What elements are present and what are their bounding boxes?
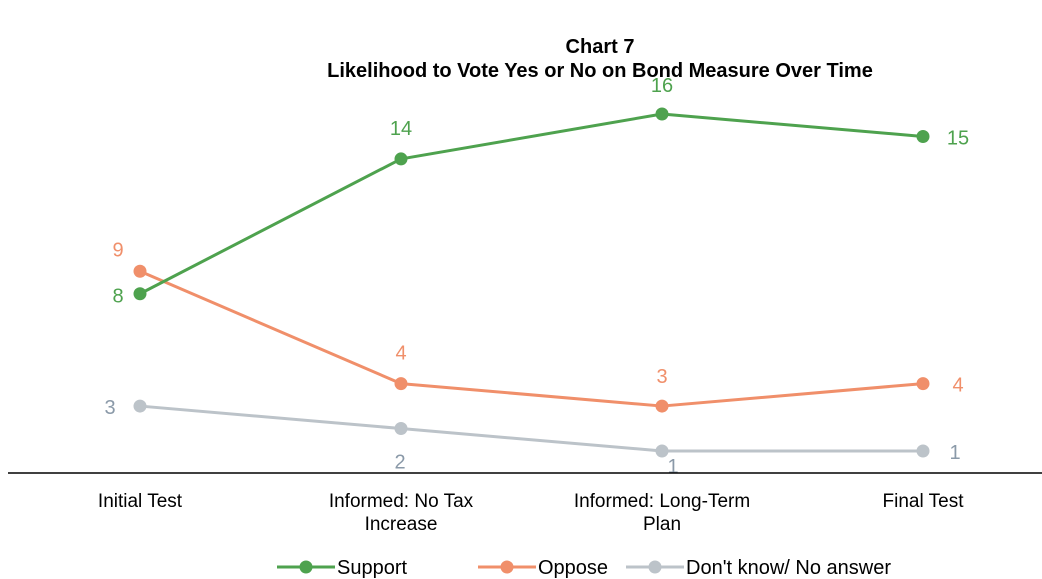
legend: Support Oppose Don't know/ No answer bbox=[277, 557, 891, 579]
chart-title-line-2: Likelihood to Vote Yes or No on Bond Mea… bbox=[327, 60, 873, 82]
series-oppose: 9 4 3 4 bbox=[112, 239, 964, 413]
data-label-don-t-know-no-answer: 1 bbox=[667, 456, 678, 478]
x-tick-label: Informed: Long-Term Plan bbox=[574, 491, 750, 535]
data-label-support: 16 bbox=[651, 75, 673, 97]
data-label-don-t-know-no-answer: 1 bbox=[949, 442, 960, 464]
data-label-support: 15 bbox=[947, 127, 969, 149]
series-support: 8 14 16 15 bbox=[112, 75, 969, 308]
data-point-support bbox=[655, 107, 669, 121]
data-label-support: 14 bbox=[390, 118, 412, 140]
data-point-oppose bbox=[133, 264, 147, 278]
series-line-don-t-know-no-answer bbox=[139, 404, 923, 453]
chart-title-line-1: Chart 7 bbox=[566, 36, 635, 58]
data-point-don-t-know-no-answer bbox=[916, 444, 930, 458]
data-point-don-t-know-no-answer bbox=[655, 444, 669, 458]
legend-label: Oppose bbox=[538, 557, 608, 579]
data-point-oppose bbox=[916, 377, 930, 391]
legend-item-don-t-know-no-answer: Don't know/ No answer bbox=[626, 557, 891, 579]
data-label-oppose: 4 bbox=[395, 343, 406, 365]
category-labels: Initial Test Informed: No Tax Increase Info… bbox=[98, 491, 964, 535]
data-label-support: 8 bbox=[112, 286, 123, 308]
data-point-support bbox=[916, 129, 930, 143]
x-tick-label: Initial Test bbox=[98, 491, 183, 512]
data-point-oppose bbox=[655, 399, 669, 413]
x-tick-label: Informed: No Tax Increase bbox=[329, 491, 474, 535]
data-point-oppose bbox=[394, 377, 408, 391]
series-line-oppose bbox=[139, 269, 924, 408]
legend-swatch-marker bbox=[500, 560, 514, 574]
legend-item-support: Support bbox=[277, 557, 407, 579]
data-point-support bbox=[394, 152, 408, 166]
legend-label: Support bbox=[337, 557, 407, 579]
data-label-oppose: 3 bbox=[656, 366, 667, 388]
series-don-t-know-no-answer: 3 2 1 1 bbox=[104, 397, 960, 478]
legend-swatch-marker bbox=[299, 560, 313, 574]
data-label-oppose: 9 bbox=[112, 239, 123, 261]
data-label-don-t-know-no-answer: 2 bbox=[394, 452, 405, 474]
legend-label: Don't know/ No answer bbox=[686, 557, 891, 579]
data-point-don-t-know-no-answer bbox=[133, 399, 147, 413]
legend-item-oppose: Oppose bbox=[478, 557, 608, 579]
x-tick-label: Final Test bbox=[883, 491, 965, 512]
data-point-don-t-know-no-answer bbox=[394, 422, 408, 436]
data-label-oppose: 4 bbox=[952, 375, 963, 397]
data-label-don-t-know-no-answer: 3 bbox=[104, 397, 115, 419]
series-line-support bbox=[139, 112, 924, 296]
legend-swatch-marker bbox=[648, 560, 662, 574]
data-point-support bbox=[133, 287, 147, 301]
series-layer: 3 2 1 1 9 4 3 4 8 14 16 15 bbox=[104, 75, 969, 478]
